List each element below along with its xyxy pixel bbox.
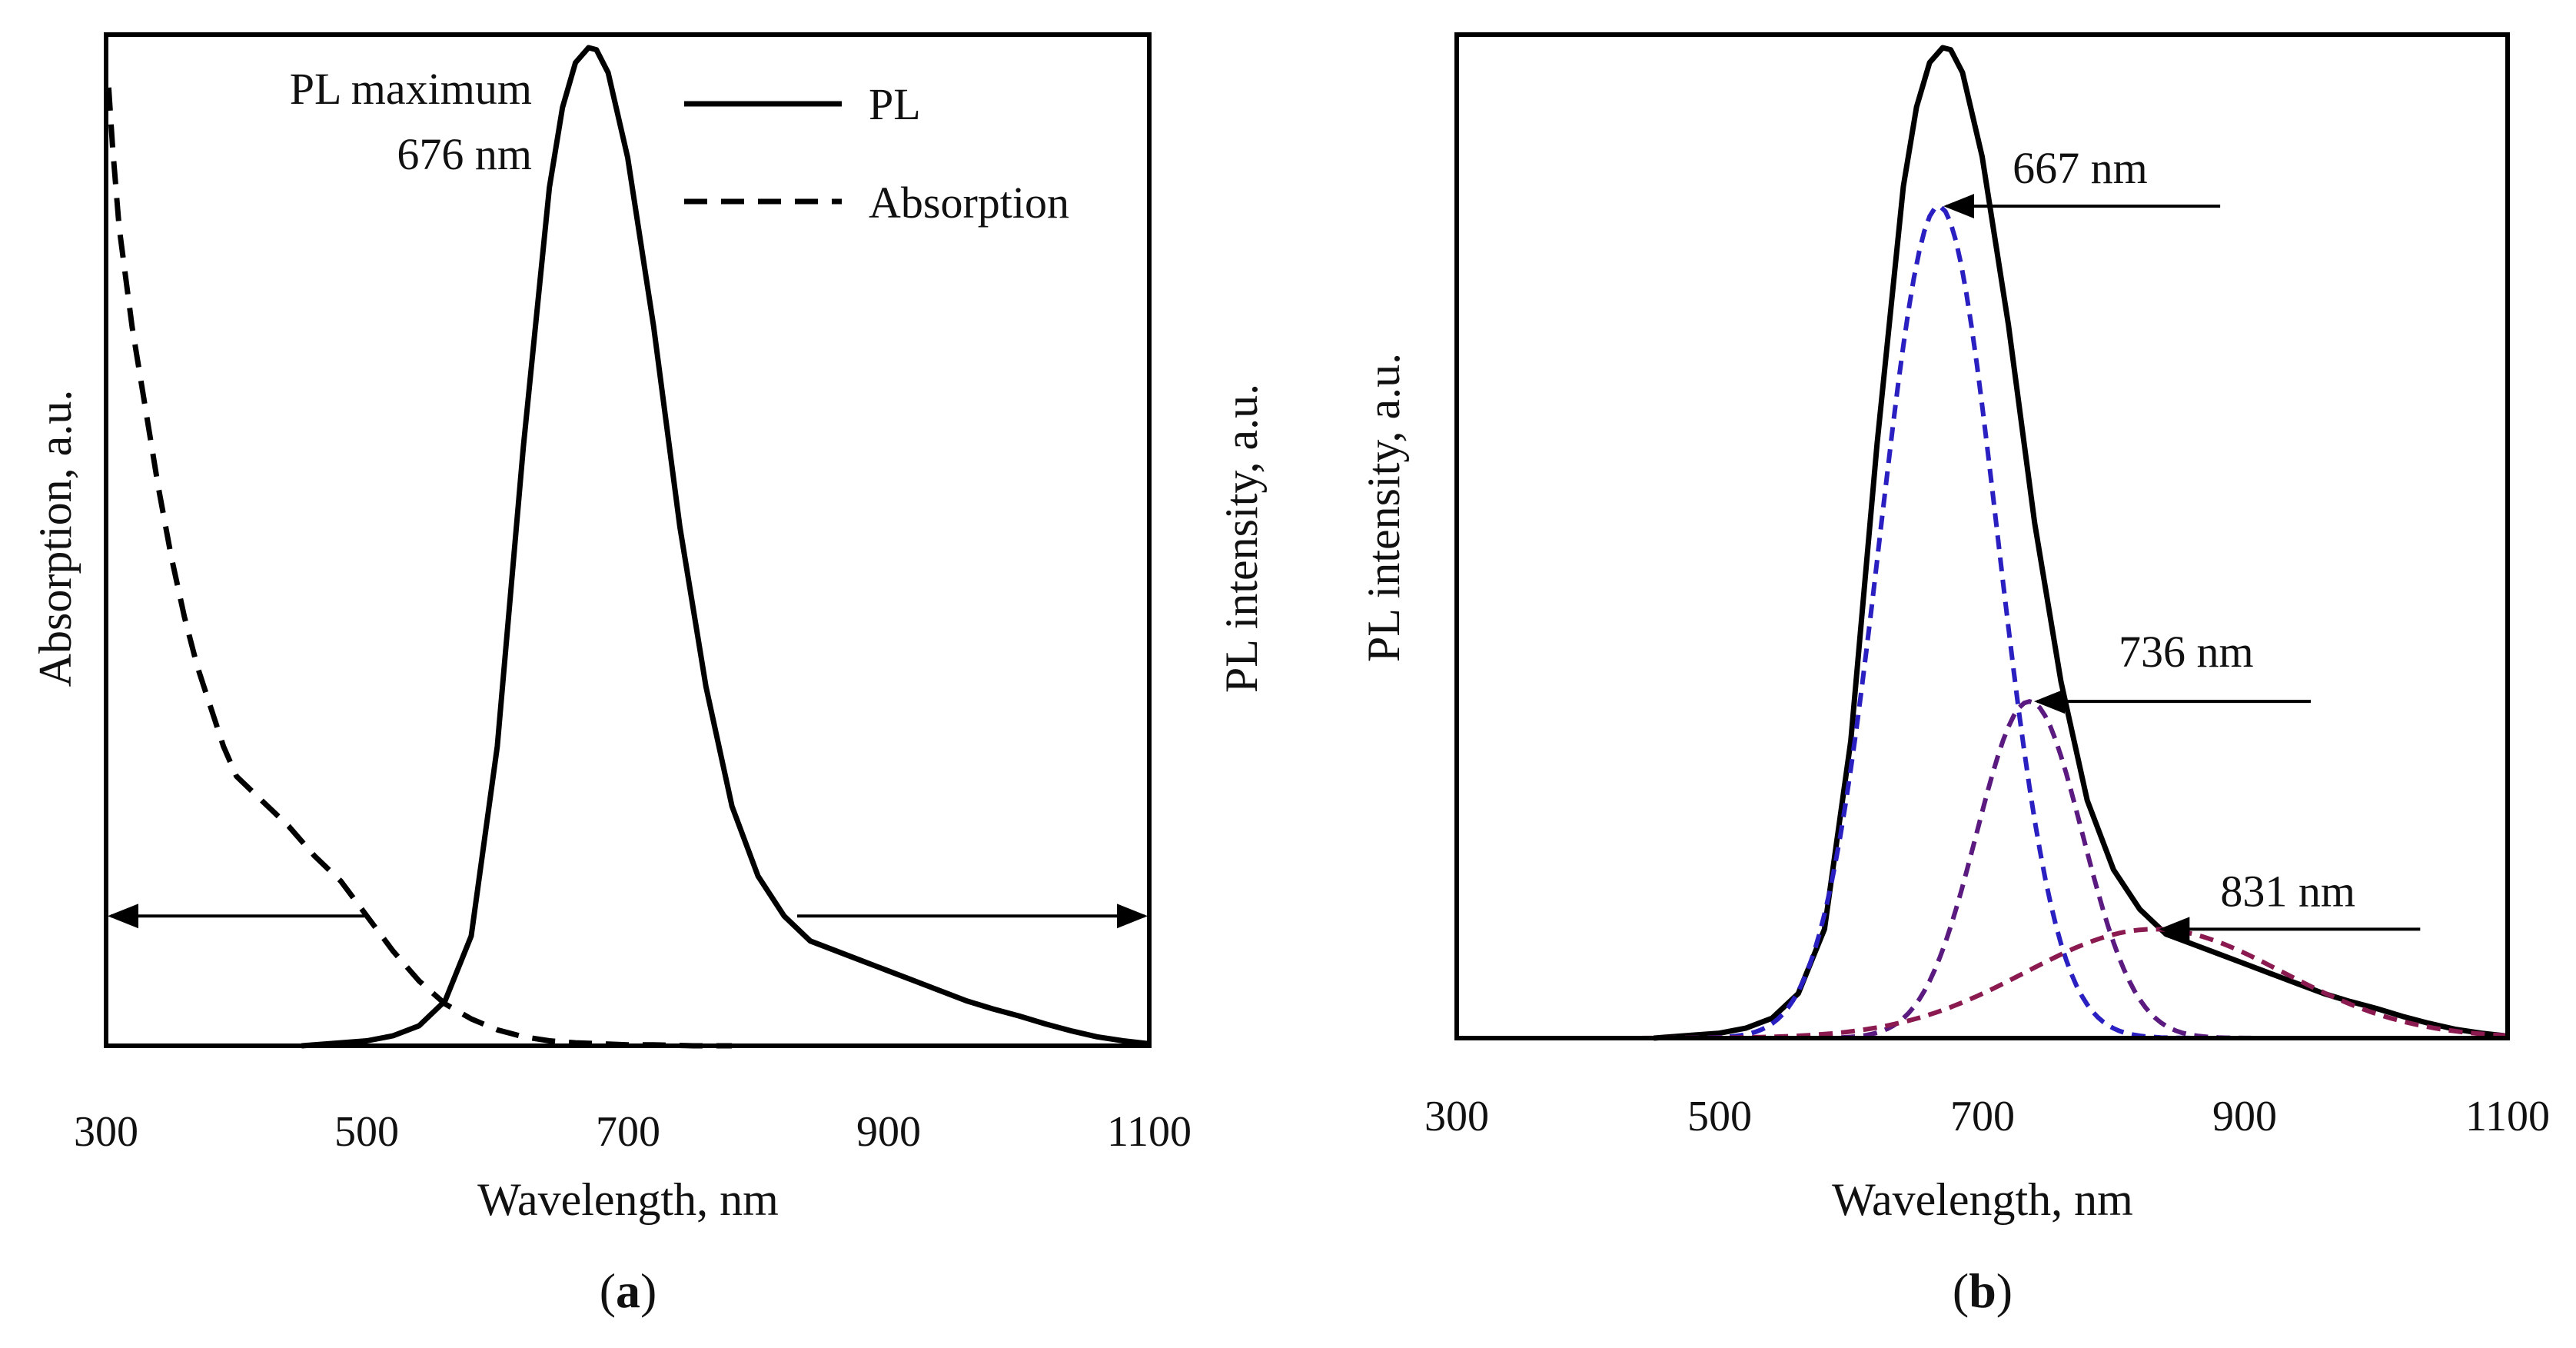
panel-b-letter: b (1969, 1263, 1996, 1318)
panel-a-x-tick-500: 500 (334, 1108, 399, 1156)
panel-b-x-tick-300: 300 (1424, 1093, 1489, 1140)
panel-b-x-tick-900: 900 (2212, 1093, 2277, 1140)
panel-b-x-tick-1100: 1100 (2465, 1093, 2550, 1140)
panel-b-series-gaussian-667 (1640, 204, 2508, 1040)
panel-b-peak-label-736: 736 nm (2119, 627, 2254, 677)
legend-absorption-label: Absorption (869, 178, 1069, 228)
panel-b-curves (1640, 45, 2508, 1041)
panel-a-x-tick-700: 700 (596, 1108, 660, 1156)
panel-b-label: (b) (1953, 1263, 2013, 1318)
panel-a-series-pl (301, 45, 1150, 1049)
panel-a-y-axis-title-left: Absorption, a.u. (30, 390, 81, 687)
panel-a-pl-max-line2: 676 nm (397, 129, 532, 179)
panel-a-curves (105, 45, 1150, 1049)
panel-a: 300 500 700 900 1100 Wavelength, nm Abso… (30, 32, 1267, 1318)
panel-a-x-tick-300: 300 (74, 1108, 138, 1156)
panel-a-x-tick-1100: 1100 (1107, 1108, 1192, 1156)
panel-a-y-axis-title-right: PL intensity, a.u. (1216, 384, 1267, 693)
panel-b-x-axis-title: Wavelength, nm (1832, 1174, 2133, 1225)
panel-b-arrows: 667 nm 736 nm 831 nm (1943, 143, 2421, 942)
panel-a-letter: a (616, 1263, 640, 1318)
panel-a-x-tick-900: 900 (856, 1108, 921, 1156)
panel-b-series-pl (1654, 45, 2508, 1041)
panel-a-series-absorption (105, 87, 733, 1049)
panel-b-x-tick-700: 700 (1950, 1093, 2015, 1140)
panel-b-peak-label-831: 831 nm (2220, 866, 2355, 916)
panel-a-label: (a) (600, 1263, 657, 1318)
panel-b-y-axis-title: PL intensity, a.u. (1358, 353, 1409, 662)
panel-a-plot-frame (104, 32, 1152, 1048)
panel-b-x-tick-500: 500 (1687, 1093, 1752, 1140)
panel-a-pl-max-line1: PL maximum (290, 64, 532, 114)
panel-b-peak-label-667: 667 nm (2013, 143, 2148, 193)
panel-b-plot-frame (1454, 32, 2510, 1040)
legend-pl-label: PL (869, 79, 921, 129)
panel-a-x-axis-title: Wavelength, nm (477, 1174, 779, 1225)
